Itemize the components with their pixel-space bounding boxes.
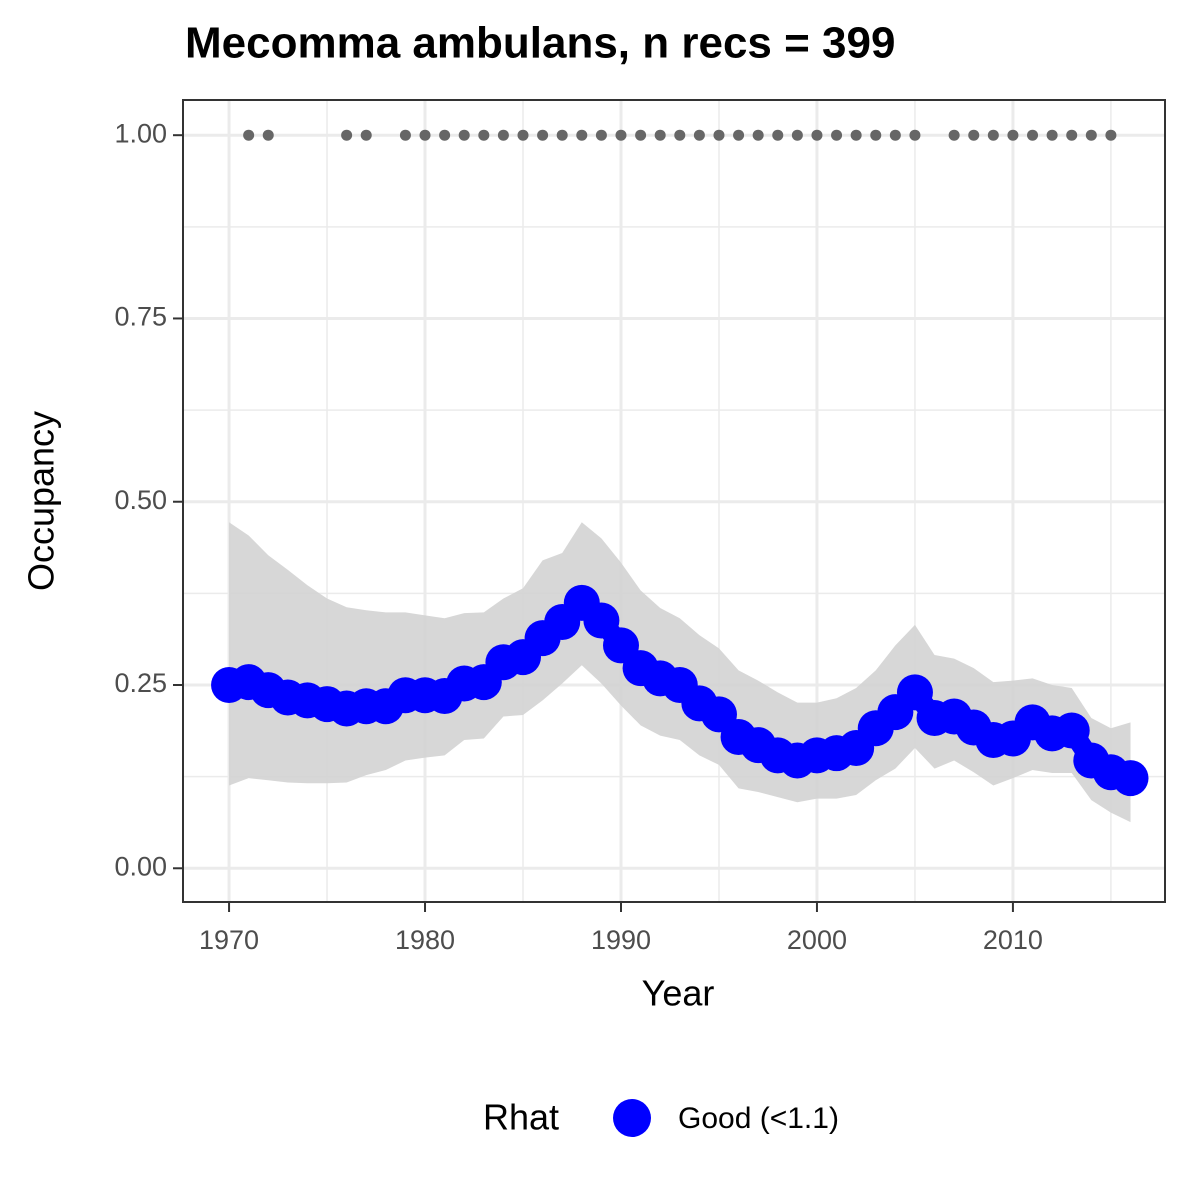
record-point xyxy=(968,129,980,141)
record-point xyxy=(654,129,666,141)
record-point xyxy=(811,129,823,141)
y-tick-label: 0.75 xyxy=(114,302,167,332)
legend-title: Rhat xyxy=(483,1097,559,1138)
point xyxy=(1053,712,1090,749)
record-point xyxy=(1027,129,1039,141)
record-point xyxy=(831,129,843,141)
x-tick-label: 1990 xyxy=(591,925,651,955)
record-point xyxy=(987,129,999,141)
x-tick-label: 2010 xyxy=(983,925,1043,955)
record-point xyxy=(360,129,372,141)
record-point xyxy=(1105,129,1117,141)
legend-swatch xyxy=(613,1099,651,1137)
x-axis-label: Year xyxy=(642,973,715,1014)
record-point xyxy=(262,129,274,141)
chart-title: Mecomma ambulans, n recs = 399 xyxy=(185,19,895,68)
y-axis-label: Occupancy xyxy=(21,411,62,591)
record-point xyxy=(713,129,725,141)
legend-label: Good (<1.1) xyxy=(678,1102,839,1135)
record-point xyxy=(595,129,607,141)
record-point xyxy=(772,129,784,141)
record-point xyxy=(948,129,960,141)
record-point xyxy=(1007,129,1019,141)
record-point xyxy=(791,129,803,141)
record-point xyxy=(517,129,529,141)
record-point xyxy=(537,129,549,141)
record-point xyxy=(909,129,921,141)
record-point xyxy=(615,129,627,141)
record-point xyxy=(752,129,764,141)
y-tick-label: 0.00 xyxy=(114,851,167,881)
x-tick-label: 1980 xyxy=(395,925,455,955)
x-tick-label: 2000 xyxy=(787,925,847,955)
record-point xyxy=(341,129,353,141)
record-point xyxy=(850,129,862,141)
record-point xyxy=(693,129,705,141)
record-point xyxy=(399,129,411,141)
record-point xyxy=(870,129,882,141)
record-point xyxy=(576,129,588,141)
y-tick-label: 0.25 xyxy=(114,668,167,698)
panel-border xyxy=(182,99,1166,903)
y-tick-label: 1.00 xyxy=(114,118,167,148)
record-point xyxy=(674,129,686,141)
record-point xyxy=(1066,129,1078,141)
point xyxy=(1112,760,1149,797)
record-point xyxy=(419,129,431,141)
record-point xyxy=(439,129,451,141)
record-point xyxy=(635,129,647,141)
point xyxy=(896,674,933,711)
record-point xyxy=(889,129,901,141)
record-point xyxy=(1046,129,1058,141)
record-point xyxy=(243,129,255,141)
point xyxy=(583,602,620,639)
y-tick-label: 0.50 xyxy=(114,485,167,515)
record-point xyxy=(458,129,470,141)
record-point xyxy=(556,129,568,141)
record-point xyxy=(733,129,745,141)
record-point xyxy=(497,129,509,141)
record-point xyxy=(478,129,490,141)
x-tick-label: 1970 xyxy=(199,925,259,955)
record-point xyxy=(1085,129,1097,141)
